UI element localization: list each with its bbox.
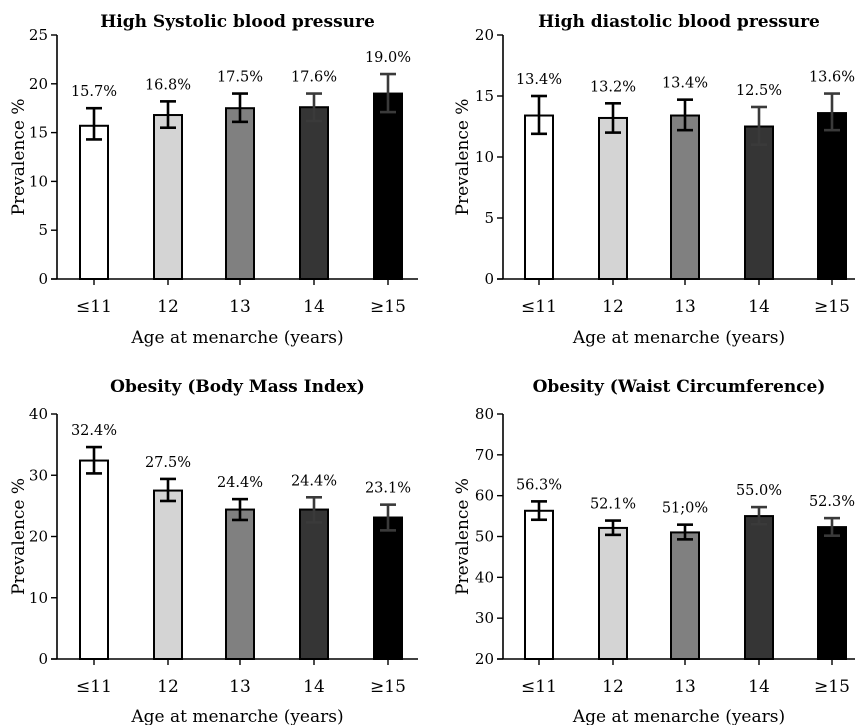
data-label: 13.4%	[662, 76, 708, 92]
x-tick-label: ≤11	[521, 677, 557, 697]
bar	[744, 125, 774, 280]
data-label: 16.8%	[145, 77, 191, 93]
y-tick-label: 5	[38, 221, 48, 239]
bar	[79, 459, 109, 660]
x-tick-label: 12	[602, 677, 624, 697]
bar	[299, 508, 329, 660]
x-tick-label: 12	[157, 677, 179, 697]
bar	[670, 114, 700, 280]
data-label: 23.1%	[365, 481, 411, 497]
data-label: 15.7%	[71, 84, 117, 100]
x-axis-label: Age at menarche (years)	[572, 328, 785, 348]
data-label: 13.4%	[516, 72, 562, 88]
y-tick-label: 15	[29, 124, 48, 142]
x-tick-label: 13	[674, 677, 696, 697]
y-tick-label: 60	[475, 487, 494, 505]
data-label: 24.4%	[217, 475, 263, 491]
x-tick-label: 14	[748, 297, 770, 317]
data-label: 51;0%	[662, 501, 708, 517]
bar	[524, 114, 554, 280]
x-tick-label: ≥15	[370, 677, 406, 697]
y-tick-label: 15	[475, 87, 494, 105]
x-tick-label: 13	[229, 297, 251, 317]
y-tick-label: 40	[29, 405, 48, 423]
y-axis-label: Prevalence %	[453, 478, 473, 595]
chart-title: Obesity (Waist Circumference)	[533, 377, 826, 397]
x-tick-label: 14	[303, 297, 325, 317]
data-label: 56.3%	[516, 477, 562, 493]
y-tick-label: 20	[29, 75, 48, 93]
data-label: 19.0%	[365, 50, 411, 66]
x-axis-label: Age at menarche (years)	[572, 707, 785, 725]
data-label: 17.6%	[291, 70, 337, 86]
bar	[153, 489, 183, 660]
y-tick-label: 80	[475, 405, 494, 423]
x-tick-label: ≤11	[521, 297, 557, 317]
bar	[744, 515, 774, 660]
y-axis-label: Prevalence %	[9, 99, 29, 216]
y-tick-label: 10	[475, 148, 494, 166]
data-label: 52.3%	[809, 494, 855, 510]
bar	[225, 508, 255, 660]
chart-title: High diastolic blood pressure	[538, 12, 820, 32]
data-label: 32.4%	[71, 423, 117, 439]
bar	[225, 107, 255, 280]
x-tick-label: 13	[674, 297, 696, 317]
bar	[373, 92, 403, 280]
y-tick-label: 20	[29, 528, 48, 546]
x-axis-label: Age at menarche (years)	[130, 707, 343, 725]
x-tick-label: 12	[157, 297, 179, 317]
bar	[598, 526, 628, 660]
bar	[817, 112, 847, 280]
y-tick-label: 30	[29, 466, 48, 484]
data-label: 13.2%	[590, 79, 636, 95]
y-axis-label: Prevalence %	[9, 478, 29, 595]
y-tick-label: 20	[475, 650, 494, 668]
bar	[598, 116, 628, 280]
data-label: 52.1%	[590, 497, 636, 513]
x-tick-label: 13	[229, 677, 251, 697]
y-tick-label: 10	[29, 589, 48, 607]
y-tick-label: 25	[29, 26, 48, 44]
chart-title: Obesity (Body Mass Index)	[110, 377, 365, 397]
y-tick-label: 20	[475, 26, 494, 44]
data-label: 12.5%	[736, 83, 782, 99]
y-tick-label: 70	[475, 446, 494, 464]
bar	[373, 516, 403, 661]
x-tick-label: 14	[748, 677, 770, 697]
chart-title: High Systolic blood pressure	[100, 12, 375, 32]
y-tick-label: 0	[38, 650, 48, 668]
x-tick-label: 14	[303, 677, 325, 697]
bar	[299, 106, 329, 280]
y-tick-label: 50	[475, 528, 494, 546]
y-tick-label: 40	[475, 568, 494, 586]
data-label: 17.5%	[217, 70, 263, 86]
bar	[524, 509, 554, 660]
y-tick-label: 0	[484, 270, 494, 288]
y-tick-label: 5	[484, 209, 494, 227]
bar	[153, 114, 183, 280]
bar	[670, 531, 700, 661]
x-tick-label: 12	[602, 297, 624, 317]
data-label: 13.6%	[809, 70, 855, 86]
data-label: 27.5%	[145, 455, 191, 471]
x-axis-label: Age at menarche (years)	[130, 328, 343, 348]
y-tick-label: 30	[475, 609, 494, 627]
x-tick-label: ≤11	[76, 297, 112, 317]
x-tick-label: ≤11	[76, 677, 112, 697]
bar	[79, 124, 109, 280]
data-label: 55.0%	[736, 483, 782, 499]
x-tick-label: ≥15	[814, 677, 850, 697]
x-tick-label: ≥15	[814, 297, 850, 317]
bar	[817, 526, 847, 660]
x-tick-label: ≥15	[370, 297, 406, 317]
y-tick-label: 0	[38, 270, 48, 288]
data-label: 24.4%	[291, 473, 337, 489]
y-tick-label: 10	[29, 172, 48, 190]
y-axis-label: Prevalence %	[453, 99, 473, 216]
